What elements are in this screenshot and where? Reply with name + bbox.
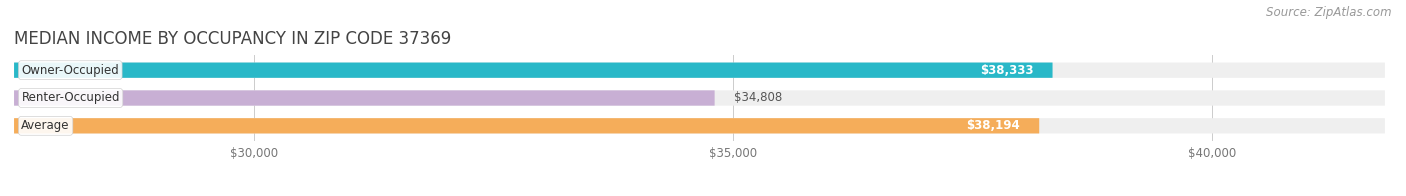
Text: Average: Average — [21, 119, 70, 132]
FancyBboxPatch shape — [14, 90, 1385, 106]
Text: $34,808: $34,808 — [734, 92, 782, 104]
Text: MEDIAN INCOME BY OCCUPANCY IN ZIP CODE 37369: MEDIAN INCOME BY OCCUPANCY IN ZIP CODE 3… — [14, 30, 451, 48]
FancyBboxPatch shape — [14, 63, 1053, 78]
FancyBboxPatch shape — [14, 118, 1385, 133]
Text: $38,333: $38,333 — [980, 64, 1033, 77]
Text: Owner-Occupied: Owner-Occupied — [21, 64, 120, 77]
Text: Renter-Occupied: Renter-Occupied — [21, 92, 120, 104]
Text: Source: ZipAtlas.com: Source: ZipAtlas.com — [1267, 6, 1392, 19]
FancyBboxPatch shape — [14, 90, 714, 106]
Text: $38,194: $38,194 — [966, 119, 1019, 132]
FancyBboxPatch shape — [14, 118, 1039, 133]
FancyBboxPatch shape — [14, 63, 1385, 78]
